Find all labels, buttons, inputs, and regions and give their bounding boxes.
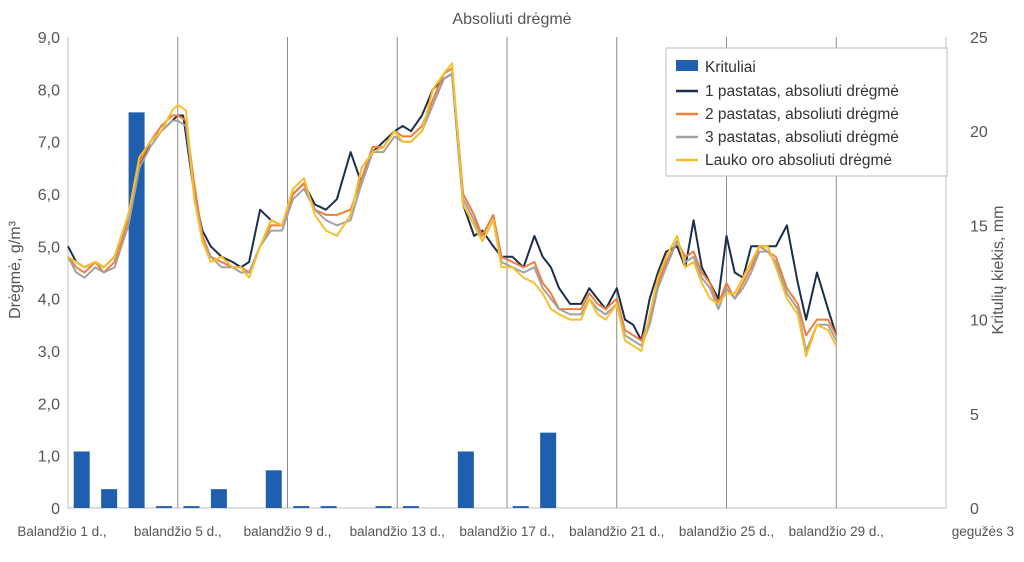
- legend-swatch: [676, 60, 698, 71]
- legend-label: Lauko oro absoliuti drėgmė: [705, 152, 892, 169]
- right-tick-label: 5: [970, 407, 979, 424]
- precipitation-bar: [457, 451, 474, 508]
- humidity-lines: [67, 62, 838, 358]
- left-tick-label: 8,0: [38, 82, 60, 99]
- precipitation-bar: [101, 489, 118, 508]
- precipitation-bar: [540, 432, 557, 508]
- x-tick-label: balandžio 13 d.,: [350, 524, 445, 539]
- precipitation-bars: [73, 112, 557, 509]
- right-axis-label: Kritulių kiekis, mm: [990, 206, 1007, 335]
- legend-box: [665, 47, 948, 177]
- left-tick-label: 7,0: [38, 135, 60, 152]
- precipitation-bar: [293, 506, 310, 508]
- x-axis-ticks: Balandžio 1 d., balandžio 5 d., balandžio …: [17, 524, 1014, 539]
- precipitation-bar: [320, 506, 337, 508]
- right-tick-label: 0: [970, 501, 979, 518]
- chart-title: Absoliuti drėgmė: [452, 11, 571, 28]
- series-line: [67, 62, 838, 358]
- left-axis-label: Drėgmė, g/m³: [7, 220, 24, 318]
- x-tick-label: balandžio 5 d.,: [134, 524, 222, 539]
- x-tick-label: balandžio 17 d.,: [459, 524, 554, 539]
- precipitation-bar: [183, 506, 200, 508]
- precipitation-bar: [265, 470, 282, 508]
- legend-label: 2 pastatas, absoliuti drėgmė: [705, 106, 899, 123]
- legend-label: Krituliai: [705, 59, 756, 76]
- x-tick-label: balandžio 9 d.,: [244, 524, 332, 539]
- series-line: [67, 67, 838, 342]
- legend-label: 1 pastatas, absoliuti drėgmė: [705, 83, 899, 100]
- left-tick-label: 4,0: [38, 292, 60, 309]
- x-tick-label: Balandžio 1 d.,: [17, 524, 106, 539]
- precipitation-bar: [156, 506, 173, 508]
- legend: Krituliai 1 pastatas, absoliuti drėgmė 2 p…: [665, 47, 948, 177]
- precipitation-bar: [73, 451, 90, 508]
- left-tick-label: 6,0: [38, 187, 60, 204]
- left-tick-label: 1,0: [38, 449, 60, 466]
- left-tick-label: 9,0: [38, 30, 60, 47]
- right-tick-label: 10: [970, 313, 988, 330]
- precipitation-bar: [402, 506, 419, 508]
- x-tick-label: gegužės 3: [952, 524, 1014, 539]
- left-axis-ticks: 0 1,0 2,0 3,0 4,0 5,0 6,0 7,0 8,0 9,0: [38, 30, 60, 518]
- left-tick-label: 3,0: [38, 344, 60, 361]
- left-tick-label: 0: [51, 501, 60, 518]
- precipitation-bar: [375, 506, 392, 508]
- x-tick-label: balandžio 29 d.,: [789, 524, 884, 539]
- precipitation-bar: [210, 489, 227, 508]
- right-axis-ticks: 0 5 10 15 20 25: [970, 30, 988, 518]
- right-tick-label: 25: [970, 30, 988, 47]
- x-tick-label: balandžio 21 d.,: [569, 524, 664, 539]
- precipitation-bar: [512, 506, 529, 508]
- x-tick-label: balandžio 25 d.,: [679, 524, 774, 539]
- right-tick-label: 15: [970, 218, 988, 235]
- precipitation-bar: [128, 112, 145, 509]
- right-tick-label: 20: [970, 124, 988, 141]
- left-tick-label: 5,0: [38, 239, 60, 256]
- left-tick-label: 2,0: [38, 396, 60, 413]
- legend-label: 3 pastatas, absoliuti drėgmė: [705, 129, 899, 146]
